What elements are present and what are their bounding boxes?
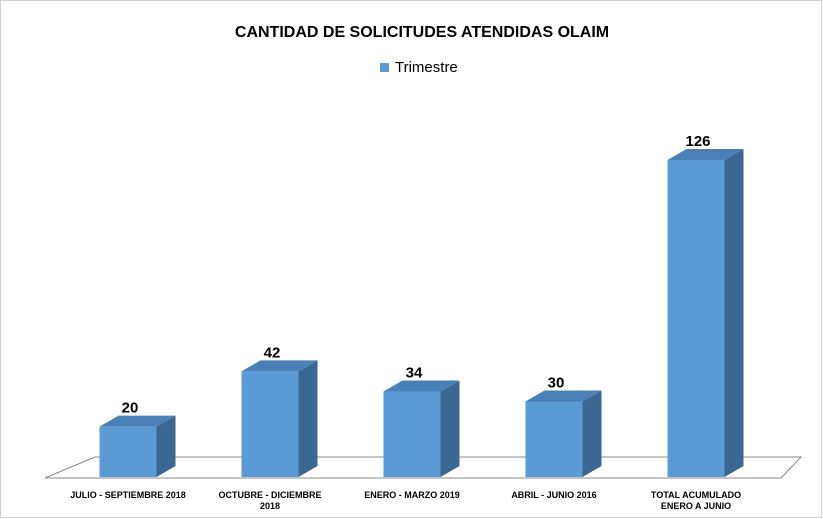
data-label: 30 — [548, 374, 565, 391]
legend-label: Trimestre — [395, 59, 458, 76]
bar-side — [724, 149, 744, 477]
floor — [44, 456, 803, 479]
data-label: 42 — [264, 344, 281, 361]
bar-side — [582, 390, 602, 477]
bar — [525, 401, 583, 477]
bar-top — [667, 149, 744, 160]
x-tick-label: JULIO - SEPTIEMBRE 2018 — [70, 490, 186, 500]
data-label: 34 — [406, 364, 423, 381]
bar — [667, 160, 725, 477]
bar — [99, 426, 157, 477]
bar-side — [298, 360, 318, 477]
data-label: 20 — [122, 400, 139, 417]
chart-title: CANTIDAD DE SOLICITUDES ATENDIDAS OLAIM — [235, 24, 609, 41]
bar-top — [525, 390, 602, 402]
bar-side — [156, 415, 176, 477]
x-tick-label: OCTUBRE - DICIEMBRE 2018 — [218, 490, 322, 511]
legend-swatch — [380, 63, 389, 72]
x-tick-label: ABRIL - JUNIO 2016 — [511, 490, 597, 500]
data-label: 126 — [685, 133, 710, 150]
x-tick-label: TOTAL ACUMULADO ENERO A JUNIO — [650, 490, 742, 511]
x-tick-label: ENERO - MARZO 2019 — [364, 490, 460, 500]
bar — [383, 391, 441, 477]
bar-top — [241, 360, 318, 372]
bar-top — [99, 415, 176, 427]
bar-top — [383, 380, 460, 392]
bar — [241, 371, 299, 477]
bar-side — [440, 380, 460, 477]
